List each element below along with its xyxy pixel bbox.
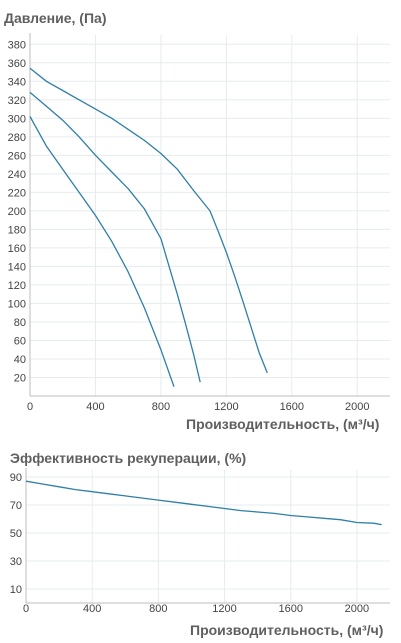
pressure-x-tick-2000: 2000 — [345, 401, 369, 413]
pressure-series-line-3 — [29, 67, 268, 374]
efficiency-y-tick-10: 10 — [10, 584, 22, 596]
efficiency-x-tick-1200: 1200 — [212, 603, 236, 615]
pressure-y-tick-200: 200 — [8, 206, 26, 218]
efficiency-y-tick-30: 30 — [10, 556, 22, 568]
pressure-y-tick-140: 140 — [8, 261, 26, 273]
pressure-y-tick-360: 360 — [8, 58, 26, 70]
efficiency-chart-title: Эффективность рекуперации, (%) — [10, 450, 247, 466]
pressure-y-tick-160: 160 — [8, 243, 26, 255]
pressure-y-tick-320: 320 — [8, 95, 26, 107]
pressure-y-tick-380: 380 — [8, 39, 26, 51]
pressure-y-tick-220: 220 — [8, 187, 26, 199]
efficiency-x-tick-800: 800 — [149, 603, 167, 615]
pressure-x-tick-400: 400 — [86, 401, 104, 413]
pressure-x-tick-1600: 1600 — [280, 401, 304, 413]
pressure-y-tick-60: 60 — [14, 335, 26, 347]
pressure-series-line-1 — [29, 116, 175, 387]
efficiency-y-tick-70: 70 — [10, 500, 22, 512]
pressure-y-tick-20: 20 — [14, 372, 26, 384]
pressure-x-tick-1200: 1200 — [214, 401, 238, 413]
pressure-y-tick-240: 240 — [8, 169, 26, 181]
efficiency-x-tick-2000: 2000 — [345, 603, 369, 615]
pressure-y-tick-100: 100 — [8, 298, 26, 310]
pressure-y-tick-340: 340 — [8, 76, 26, 88]
efficiency-x-axis-label: Производительность, (м³/ч) — [190, 622, 384, 638]
pressure-y-tick-180: 180 — [8, 224, 26, 236]
pressure-y-tick-280: 280 — [8, 132, 26, 144]
pressure-y-tick-80: 80 — [14, 317, 26, 329]
efficiency-x-tick-400: 400 — [83, 603, 101, 615]
pressure-x-tick-800: 800 — [152, 401, 170, 413]
efficiency-x-tick-0: 0 — [23, 603, 29, 615]
efficiency-series-line-1 — [25, 480, 382, 526]
pressure-series-line-2 — [29, 91, 201, 383]
pressure-y-tick-40: 40 — [14, 354, 26, 366]
efficiency-y-tick-50: 50 — [10, 528, 22, 540]
pressure-x-tick-0: 0 — [27, 401, 33, 413]
pressure-x-axis-label: Производительность, (м³/ч) — [186, 416, 380, 432]
pressure-chart-title: Давление, (Па) — [4, 10, 107, 26]
pressure-y-tick-300: 300 — [8, 113, 26, 125]
efficiency-x-tick-1600: 1600 — [278, 603, 302, 615]
efficiency-y-tick-90: 90 — [10, 472, 22, 484]
pressure-y-tick-260: 260 — [8, 150, 26, 162]
pressure-y-tick-120: 120 — [8, 280, 26, 292]
